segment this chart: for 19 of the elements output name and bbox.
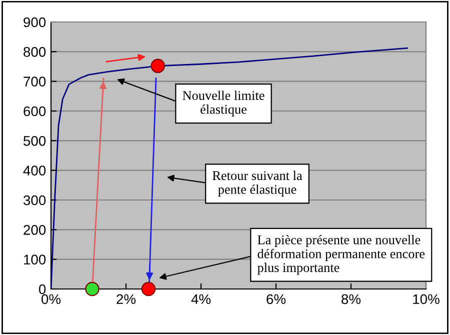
annotation: Retour suivant la pente élastique: [212, 170, 302, 197]
x-tick-label: 8%: [342, 294, 361, 304]
x-tick-label: 6%: [266, 294, 286, 304]
x-tick-label: 0%: [42, 294, 61, 304]
y-tick-label: 700: [24, 76, 46, 87]
y-tick-label: 800: [24, 47, 46, 57]
x-tick-label: 2%: [116, 294, 136, 304]
y-tick-label: 0: [38, 284, 46, 294]
annotation: Nouvelle limite élastique: [182, 90, 264, 116]
y-tick-label: 300: [24, 195, 46, 206]
y-tick-label: 900: [24, 17, 46, 28]
x-tick-label: 4%: [191, 294, 211, 304]
annotation: La pièce présente une nouvelle déformation permanente encore plus importante: [257, 235, 425, 275]
x-tick-label: 10%: [413, 294, 440, 304]
y-tick-label: 100: [24, 254, 46, 265]
y-tick-label: 200: [24, 225, 46, 235]
y-tick-label: 600: [24, 106, 46, 116]
y-tick-label: 500: [24, 136, 46, 146]
y-tick-label: 400: [23, 166, 46, 176]
